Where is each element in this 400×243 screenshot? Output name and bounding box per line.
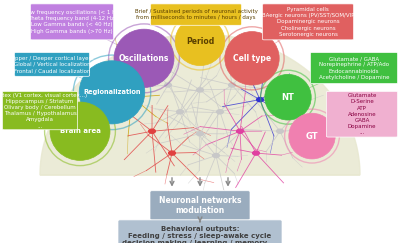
Ellipse shape (289, 113, 335, 159)
FancyBboxPatch shape (150, 4, 242, 25)
Text: Cortex (V1 cortex, visual cortex...)
Hippocampus / Striatum
Olivary body / Cereb: Cortex (V1 cortex, visual cortex...) Hip… (0, 93, 87, 129)
Circle shape (177, 110, 183, 114)
Circle shape (197, 132, 203, 136)
Text: Pyramidal cells
GABAergic neurons (PV/SST/SOM/VIP...)
Dopaminergic neurons
Choli: Pyramidal cells GABAergic neurons (PV/SS… (254, 7, 362, 37)
Circle shape (217, 110, 223, 114)
FancyBboxPatch shape (310, 52, 398, 84)
Circle shape (237, 129, 243, 133)
FancyBboxPatch shape (118, 220, 282, 243)
FancyBboxPatch shape (14, 52, 90, 76)
Text: Glutamate / GABA
Norepinephrine / ATP/Ado
Endocannabinoids
Acetylcholine / Dopam: Glutamate / GABA Norepinephrine / ATP/Ad… (319, 56, 389, 80)
FancyBboxPatch shape (30, 4, 114, 40)
Ellipse shape (225, 32, 279, 85)
Circle shape (277, 129, 283, 133)
FancyBboxPatch shape (2, 91, 78, 130)
Text: Brain area: Brain area (60, 128, 100, 134)
Circle shape (169, 151, 175, 155)
Text: Cell type: Cell type (233, 54, 271, 63)
FancyBboxPatch shape (326, 91, 398, 137)
Text: Slow frequency oscillations (< 1 Hz)
Theta frequency band (4-12 Hz)
Low Gamma ba: Slow frequency oscillations (< 1 Hz) The… (22, 10, 122, 34)
Text: NT: NT (282, 93, 294, 102)
Circle shape (165, 83, 171, 87)
Circle shape (197, 88, 203, 92)
FancyBboxPatch shape (262, 4, 354, 40)
Text: Neuronal networks
modulation: Neuronal networks modulation (159, 196, 241, 215)
Text: Oscillations: Oscillations (119, 54, 169, 63)
Text: GT: GT (306, 131, 318, 141)
Text: Regionalization: Regionalization (83, 89, 141, 95)
Circle shape (149, 129, 155, 133)
Text: Upper / Deeper cortical layers
Global / Vertical localization
Frontal / Caudal l: Upper / Deeper cortical layers Global / … (11, 56, 93, 73)
Ellipse shape (79, 61, 145, 124)
Circle shape (128, 95, 136, 99)
Ellipse shape (265, 74, 311, 120)
Circle shape (213, 154, 219, 157)
Circle shape (253, 151, 259, 155)
Text: Brief / Sustained periods of neuronal activity
from milliseconds to minutes / ho: Brief / Sustained periods of neuronal ac… (134, 9, 258, 20)
Ellipse shape (114, 29, 174, 87)
Circle shape (229, 83, 235, 87)
FancyBboxPatch shape (150, 191, 250, 220)
Circle shape (257, 98, 263, 102)
Polygon shape (40, 34, 360, 175)
Text: Glutamate
D-Serine
ATP
Adenosine
GABA
Dopamine
...: Glutamate D-Serine ATP Adenosine GABA Do… (347, 93, 377, 135)
Text: Period: Period (186, 37, 214, 46)
Ellipse shape (50, 102, 110, 160)
Ellipse shape (175, 17, 225, 66)
Text: Behavioral outputs:
Feeding / stress / sleep-awake cycle
decision making / learn: Behavioral outputs: Feeding / stress / s… (122, 226, 278, 243)
